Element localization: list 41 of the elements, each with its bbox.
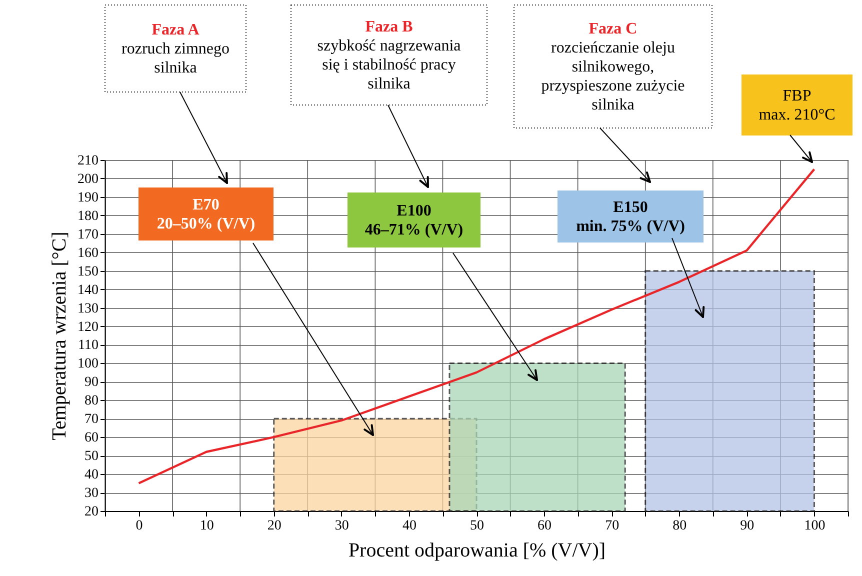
x-tick-label: 60	[538, 518, 552, 534]
y-tick-label: 20	[84, 504, 98, 520]
x-tick-label: 30	[334, 518, 349, 534]
text: FBP max. 210°C	[758, 88, 836, 124]
x-tick-label: 100	[804, 518, 826, 534]
y-tick-label: 70	[84, 412, 98, 428]
annotation: E150 min. 75% (V/V)	[576, 199, 685, 235]
y-tick-label: 180	[78, 208, 98, 224]
y-tick-label: 120	[78, 320, 98, 335]
x-tick-label: 80	[672, 518, 687, 534]
y-tick-label: 90	[84, 375, 98, 390]
x-tick-label: 70	[605, 518, 620, 534]
y-tick-label: 60	[84, 430, 98, 446]
x-tick-label: 20	[267, 518, 282, 534]
x-tick-label: 0	[136, 518, 143, 534]
x-tick-label: 90	[740, 518, 754, 534]
y-tick-label: 110	[78, 338, 98, 354]
y-tick-label: 130	[78, 301, 98, 316]
y-tick-label: 200	[78, 172, 98, 187]
annotation: E100 46–71% (V/V)	[364, 202, 464, 238]
y-tick-label: 100	[78, 356, 98, 372]
annotation: E70 20–50% (V/V)	[156, 196, 256, 232]
y-tick-label: 40	[84, 468, 98, 483]
x-tick-label: 50	[470, 518, 484, 534]
y-tick-label: 140	[78, 282, 98, 298]
text: Faza C rozcieńczanie oleju silnikowego, przyspieszone zużycie silnika	[541, 20, 685, 114]
text: Faza A rozruch zimnego silnika	[122, 22, 230, 76]
text: Faza B szybkość nagrzewania się i stabilność pracy silnika	[317, 18, 461, 92]
y-tick-label: 170	[78, 227, 98, 242]
y-tick-label: 30	[84, 486, 98, 502]
y-tick-label: 190	[78, 190, 98, 206]
y-tick-label: 50	[84, 449, 98, 464]
line-series	[138, 168, 816, 484]
y-tick-label: 160	[78, 246, 98, 261]
y-axis-title: Temperatura wrzenia [°C]	[48, 232, 70, 440]
x-tick-label: 10	[200, 518, 214, 534]
y-tick-label: 150	[78, 264, 98, 280]
y-tick-label: 210	[78, 154, 98, 168]
x-tick-label: 40	[402, 518, 416, 534]
x-axis-title: Procent odparowania [% (V/V)]	[348, 540, 606, 562]
y-tick-label: 80	[84, 394, 98, 409]
